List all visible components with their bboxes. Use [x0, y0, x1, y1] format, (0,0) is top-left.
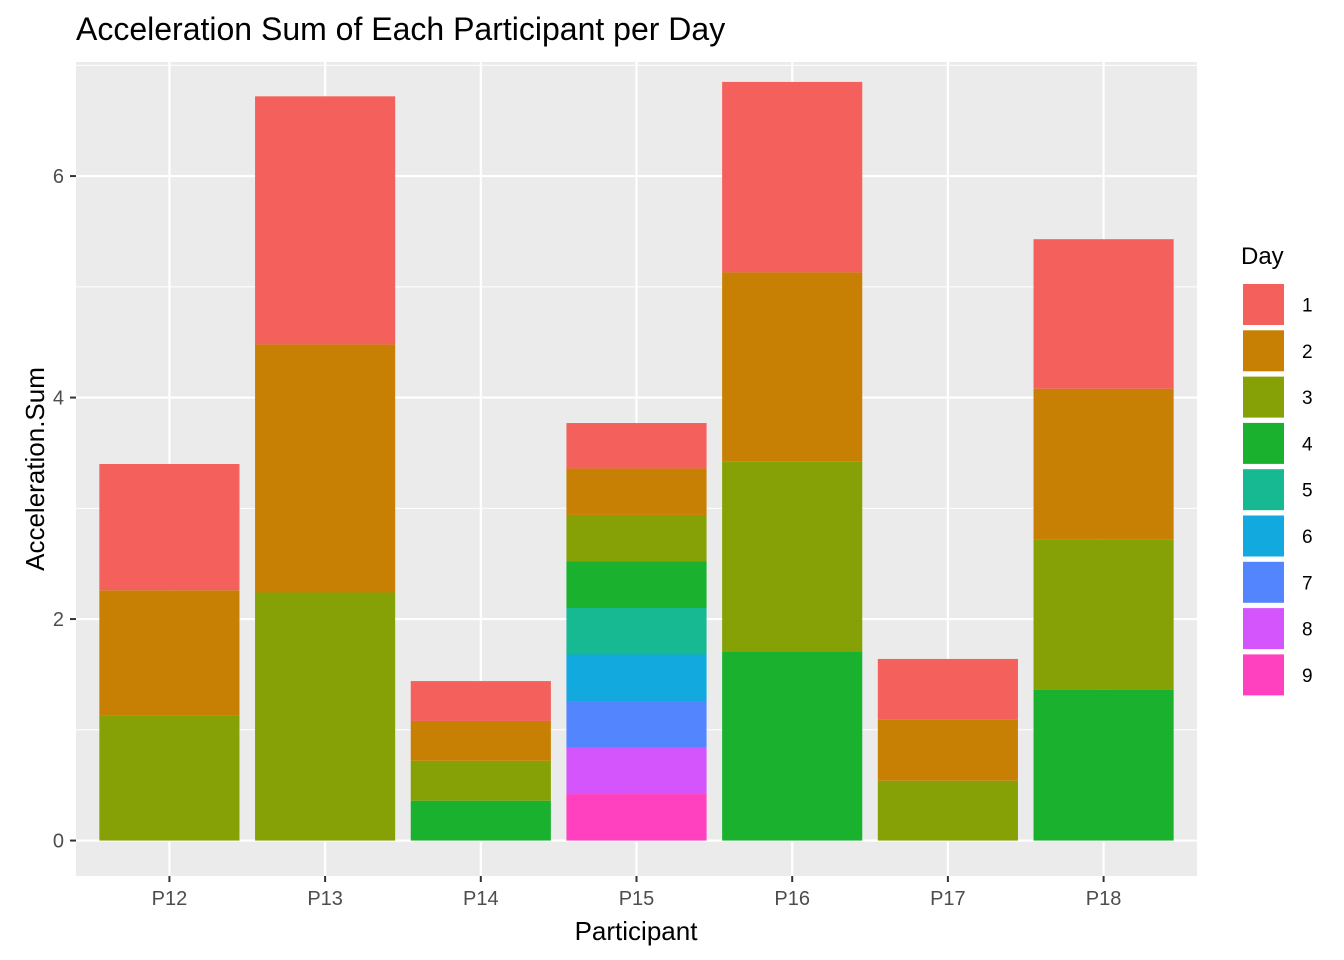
bar-segment-p16-day-1 — [722, 81, 863, 273]
legend-label-day-4: 4 — [1302, 434, 1313, 455]
legend-key-day-1 — [1243, 284, 1284, 325]
bar-segment-p13-day-1 — [255, 96, 396, 345]
bar-segment-p15-day-9 — [566, 794, 707, 841]
x-tick-label: P13 — [307, 888, 343, 910]
legend: Day 1 2 3 4 5 6 7 8 9 — [1241, 243, 1313, 696]
legend-key-day-5 — [1243, 469, 1284, 511]
x-tick-label: P16 — [774, 888, 810, 910]
y-tick-label: 4 — [53, 388, 64, 410]
legend-key-day-2 — [1243, 330, 1284, 372]
y-tick-label: 2 — [53, 609, 64, 631]
legend-label-day-3: 3 — [1302, 388, 1313, 409]
bar-segment-p16-day-4 — [722, 651, 863, 841]
x-tick-label: P17 — [930, 888, 966, 910]
y-axis-title: Acceleration.Sum — [20, 367, 50, 571]
bar-segment-p15-day-3 — [566, 514, 707, 562]
legend-label-day-1: 1 — [1302, 296, 1313, 317]
y-axis: 0 2 4 6 — [53, 166, 76, 853]
bar-segment-p12-day-3 — [99, 715, 240, 841]
bar-segment-p15-day-1 — [566, 423, 707, 469]
legend-label-day-5: 5 — [1302, 481, 1313, 502]
x-tick-label: P15 — [619, 888, 655, 910]
bar-segment-p16-day-3 — [722, 461, 863, 652]
bar-segment-p15-day-2 — [566, 468, 707, 515]
bar-segment-p15-day-6 — [566, 654, 707, 702]
bar-segment-p14-day-2 — [410, 720, 551, 761]
legend-key-day-6 — [1243, 515, 1284, 557]
legend-label-day-6: 6 — [1302, 527, 1313, 548]
bar-segment-p17-day-3 — [877, 780, 1018, 841]
y-tick-label: 6 — [53, 166, 64, 188]
bar-segment-p14-day-3 — [410, 760, 551, 801]
bar-segment-p16-day-2 — [722, 272, 863, 462]
x-axis-title: Participant — [575, 916, 699, 946]
bar-segment-p15-day-4 — [566, 561, 707, 608]
x-axis: P12 P13 P14 P15 P16 P17 P18 — [152, 876, 1122, 910]
bar-segment-p17-day-1 — [877, 658, 1018, 720]
legend-label-day-2: 2 — [1302, 342, 1313, 363]
bar-segment-p18-day-4 — [1033, 689, 1174, 841]
bar-segment-p15-day-8 — [566, 747, 707, 795]
y-tick-label: 0 — [53, 831, 64, 853]
bar-segment-p18-day-1 — [1033, 239, 1174, 389]
legend-key-day-7 — [1243, 561, 1284, 603]
bar-segment-p15-day-5 — [566, 607, 707, 655]
bar-segment-p13-day-2 — [255, 344, 396, 593]
legend-key-day-4 — [1243, 422, 1284, 464]
bar-segment-p18-day-3 — [1033, 539, 1174, 690]
legend-key-day-8 — [1243, 608, 1284, 650]
bar-segment-p17-day-2 — [877, 719, 1018, 781]
x-tick-label: P18 — [1086, 888, 1122, 910]
legend-key-day-9 — [1243, 654, 1284, 696]
bar-segment-p18-day-2 — [1033, 388, 1174, 540]
legend-label-day-7: 7 — [1302, 573, 1313, 594]
chart-title: Acceleration Sum of Each Participant per… — [76, 11, 725, 47]
bar-segment-p13-day-3 — [255, 592, 396, 841]
legend-key-day-3 — [1243, 376, 1284, 418]
bar-segment-p14-day-4 — [410, 800, 551, 841]
bar-segment-p12-day-1 — [99, 464, 240, 591]
bar-segment-p14-day-1 — [410, 681, 551, 721]
x-tick-label: P12 — [152, 888, 188, 910]
legend-label-day-9: 9 — [1302, 666, 1313, 687]
bar-segment-p12-day-2 — [99, 590, 240, 716]
legend-label-day-8: 8 — [1302, 620, 1313, 641]
x-tick-label: P14 — [463, 888, 499, 910]
bar-segment-p15-day-7 — [566, 701, 707, 748]
legend-title: Day — [1241, 243, 1284, 270]
bars — [99, 81, 1174, 841]
